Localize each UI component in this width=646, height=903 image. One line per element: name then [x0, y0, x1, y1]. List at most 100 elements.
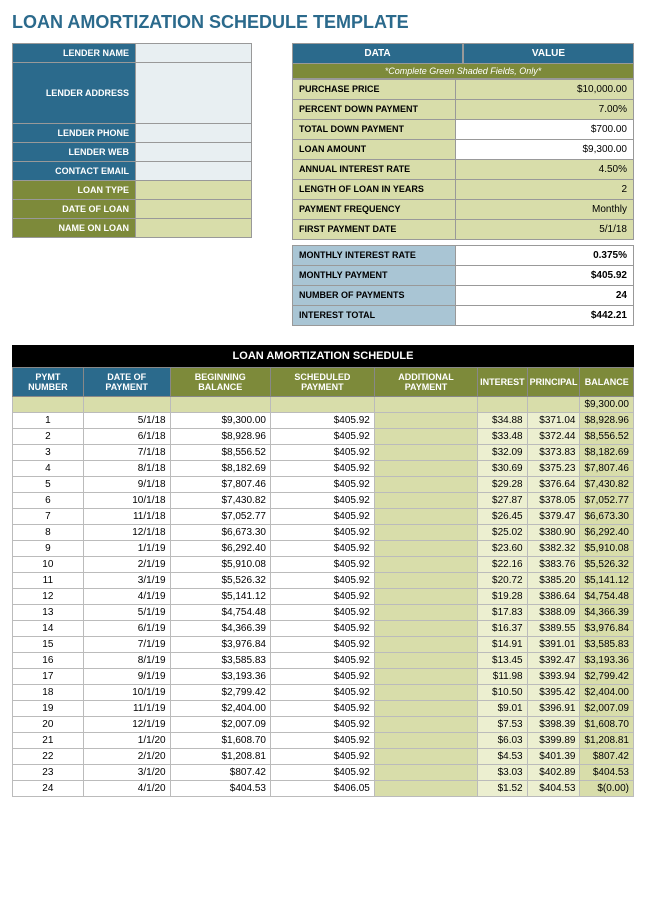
- value-lender-phone[interactable]: [135, 124, 251, 142]
- value-lender-name[interactable]: [135, 44, 251, 62]
- table-cell: 16: [13, 653, 84, 669]
- data-row: PAYMENT FREQUENCYMonthly: [292, 199, 634, 220]
- table-cell: [374, 733, 477, 749]
- table-cell: 12/1/19: [83, 717, 170, 733]
- table-row: 812/1/18$6,673.30$405.92$25.02$380.90$6,…: [13, 525, 634, 541]
- table-cell: 15: [13, 637, 84, 653]
- table-cell: $405.92: [270, 653, 374, 669]
- value-lender-web[interactable]: [135, 143, 251, 161]
- schedule-header: PYMT NUMBER: [13, 368, 84, 397]
- table-cell: 22: [13, 749, 84, 765]
- value-name-on-loan[interactable]: [135, 219, 251, 237]
- label-lender-address: LENDER ADDRESS: [13, 63, 135, 123]
- table-cell: $405.92: [270, 477, 374, 493]
- value-lender-address[interactable]: [135, 63, 251, 123]
- table-cell: 24: [13, 781, 84, 797]
- data-label: PURCHASE PRICE: [292, 79, 456, 100]
- table-cell: 8: [13, 525, 84, 541]
- table-cell: $404.53: [170, 781, 270, 797]
- data-value[interactable]: $405.92: [456, 265, 634, 286]
- data-value[interactable]: Monthly: [456, 199, 634, 220]
- data-value[interactable]: 24: [456, 285, 634, 306]
- table-cell: $16.37: [478, 621, 528, 637]
- value-loan-type[interactable]: [135, 181, 251, 199]
- table-cell: $7.53: [478, 717, 528, 733]
- table-row: 124/1/19$5,141.12$405.92$19.28$386.64$4,…: [13, 589, 634, 605]
- table-cell: $14.91: [478, 637, 528, 653]
- table-cell: [374, 637, 477, 653]
- table-cell: [374, 429, 477, 445]
- table-cell: $405.92: [270, 717, 374, 733]
- schedule-table: PYMT NUMBERDATE OF PAYMENTBEGINNING BALA…: [12, 367, 634, 797]
- table-cell: $389.55: [527, 621, 580, 637]
- data-value[interactable]: 7.00%: [456, 99, 634, 120]
- table-cell: $405.92: [270, 429, 374, 445]
- table-cell: $807.42: [170, 765, 270, 781]
- table-cell: 3: [13, 445, 84, 461]
- table-cell: $371.04: [527, 413, 580, 429]
- table-cell: $376.64: [527, 477, 580, 493]
- table-cell: 23: [13, 765, 84, 781]
- table-cell: [527, 397, 580, 413]
- table-cell: 8/1/19: [83, 653, 170, 669]
- table-cell: $405.92: [270, 605, 374, 621]
- table-cell: $34.88: [478, 413, 528, 429]
- table-cell: [13, 397, 84, 413]
- table-cell: [374, 669, 477, 685]
- data-row: INTEREST TOTAL$442.21: [292, 305, 634, 326]
- data-value[interactable]: $10,000.00: [456, 79, 634, 100]
- table-cell: $5,141.12: [580, 573, 634, 589]
- table-cell: $7,430.82: [580, 477, 634, 493]
- value-contact-email[interactable]: [135, 162, 251, 180]
- table-cell: [374, 717, 477, 733]
- table-cell: $9.01: [478, 701, 528, 717]
- table-cell: $4,366.39: [170, 621, 270, 637]
- label-lender-phone: LENDER PHONE: [13, 124, 135, 142]
- data-value[interactable]: $700.00: [456, 119, 634, 140]
- table-cell: $4,754.48: [170, 605, 270, 621]
- schedule-header: ADDITIONAL PAYMENT: [374, 368, 477, 397]
- table-cell: 4/1/20: [83, 781, 170, 797]
- table-cell: $405.92: [270, 765, 374, 781]
- table-cell: [374, 621, 477, 637]
- table-cell: 13: [13, 605, 84, 621]
- table-cell: $3,193.36: [170, 669, 270, 685]
- table-cell: $405.92: [270, 525, 374, 541]
- table-cell: 9: [13, 541, 84, 557]
- table-cell: $1,608.70: [170, 733, 270, 749]
- table-row: 211/1/20$1,608.70$405.92$6.03$399.89$1,2…: [13, 733, 634, 749]
- table-cell: 8/1/18: [83, 461, 170, 477]
- table-cell: [374, 605, 477, 621]
- table-cell: 17: [13, 669, 84, 685]
- table-row: 179/1/19$3,193.36$405.92$11.98$393.94$2,…: [13, 669, 634, 685]
- table-row: 157/1/19$3,976.84$405.92$14.91$391.01$3,…: [13, 637, 634, 653]
- data-row: MONTHLY PAYMENT$405.92: [292, 265, 634, 286]
- table-cell: $378.05: [527, 493, 580, 509]
- table-cell: $405.92: [270, 749, 374, 765]
- data-value[interactable]: $442.21: [456, 305, 634, 326]
- data-value[interactable]: 0.375%: [456, 245, 634, 266]
- table-cell: $4,366.39: [580, 605, 634, 621]
- table-cell: 2/1/20: [83, 749, 170, 765]
- data-row: LENGTH OF LOAN IN YEARS2: [292, 179, 634, 200]
- table-cell: $1,208.81: [580, 733, 634, 749]
- value-date-of-loan[interactable]: [135, 200, 251, 218]
- table-cell: [170, 397, 270, 413]
- data-value[interactable]: $9,300.00: [456, 139, 634, 160]
- table-cell: [270, 397, 374, 413]
- table-cell: [374, 749, 477, 765]
- data-label: FIRST PAYMENT DATE: [292, 219, 456, 240]
- data-value[interactable]: 4.50%: [456, 159, 634, 180]
- data-label: ANNUAL INTEREST RATE: [292, 159, 456, 180]
- data-value[interactable]: 5/1/18: [456, 219, 634, 240]
- table-cell: [374, 509, 477, 525]
- table-cell: $392.47: [527, 653, 580, 669]
- table-cell: [374, 445, 477, 461]
- table-cell: [374, 653, 477, 669]
- label-lender-web: LENDER WEB: [13, 143, 135, 161]
- table-cell: $6,292.40: [580, 525, 634, 541]
- table-cell: $1.52: [478, 781, 528, 797]
- table-row: 233/1/20$807.42$405.92$3.03$402.89$404.5…: [13, 765, 634, 781]
- data-value[interactable]: 2: [456, 179, 634, 200]
- table-cell: $9,300.00: [170, 413, 270, 429]
